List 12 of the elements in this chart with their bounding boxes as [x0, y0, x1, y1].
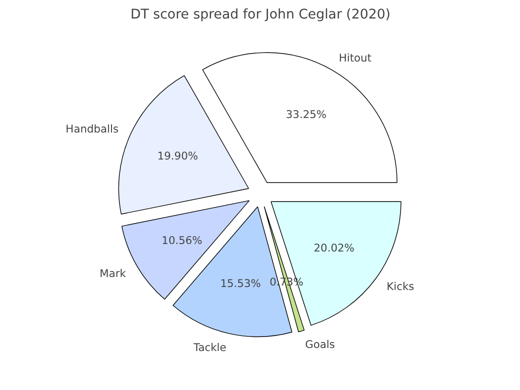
chart-title: DT score spread for John Ceglar (2020): [130, 8, 390, 22]
slice-label: Hitout: [338, 51, 372, 64]
data-label: 19.90%: [157, 149, 198, 162]
slice-label: Handballs: [66, 122, 119, 136]
data-label: 15.53%: [220, 276, 261, 290]
data-label: 20.02%: [314, 241, 354, 254]
slice-label: Goals: [305, 338, 336, 352]
slice-label: Kicks: [386, 280, 415, 293]
slice-label: Tackle: [192, 340, 226, 354]
data-label: 10.56%: [162, 234, 202, 247]
data-label: 33.25%: [286, 108, 327, 122]
slice-label: Mark: [100, 266, 127, 280]
